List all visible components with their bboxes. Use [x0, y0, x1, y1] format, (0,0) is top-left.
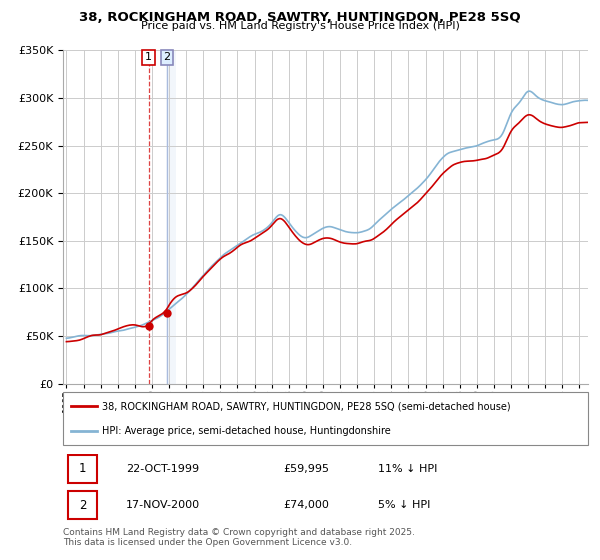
- Text: HPI: Average price, semi-detached house, Huntingdonshire: HPI: Average price, semi-detached house,…: [103, 426, 391, 436]
- Text: £74,000: £74,000: [284, 501, 329, 510]
- Text: Price paid vs. HM Land Registry's House Price Index (HPI): Price paid vs. HM Land Registry's House …: [140, 21, 460, 31]
- FancyBboxPatch shape: [63, 392, 588, 445]
- Text: Contains HM Land Registry data © Crown copyright and database right 2025.
This d: Contains HM Land Registry data © Crown c…: [63, 528, 415, 547]
- Bar: [166, 50, 176, 384]
- Text: 1: 1: [79, 463, 86, 475]
- Text: 17-NOV-2000: 17-NOV-2000: [126, 501, 200, 510]
- Text: 1: 1: [145, 52, 152, 62]
- Text: £59,995: £59,995: [284, 464, 329, 474]
- FancyBboxPatch shape: [68, 455, 97, 483]
- Text: 11% ↓ HPI: 11% ↓ HPI: [378, 464, 437, 474]
- Text: 5% ↓ HPI: 5% ↓ HPI: [378, 501, 430, 510]
- Text: 2: 2: [79, 499, 86, 512]
- Text: 38, ROCKINGHAM ROAD, SAWTRY, HUNTINGDON, PE28 5SQ: 38, ROCKINGHAM ROAD, SAWTRY, HUNTINGDON,…: [79, 11, 521, 24]
- Text: 2: 2: [163, 52, 170, 62]
- Text: 22-OCT-1999: 22-OCT-1999: [126, 464, 199, 474]
- FancyBboxPatch shape: [68, 492, 97, 520]
- Text: 38, ROCKINGHAM ROAD, SAWTRY, HUNTINGDON, PE28 5SQ (semi-detached house): 38, ROCKINGHAM ROAD, SAWTRY, HUNTINGDON,…: [103, 402, 511, 412]
